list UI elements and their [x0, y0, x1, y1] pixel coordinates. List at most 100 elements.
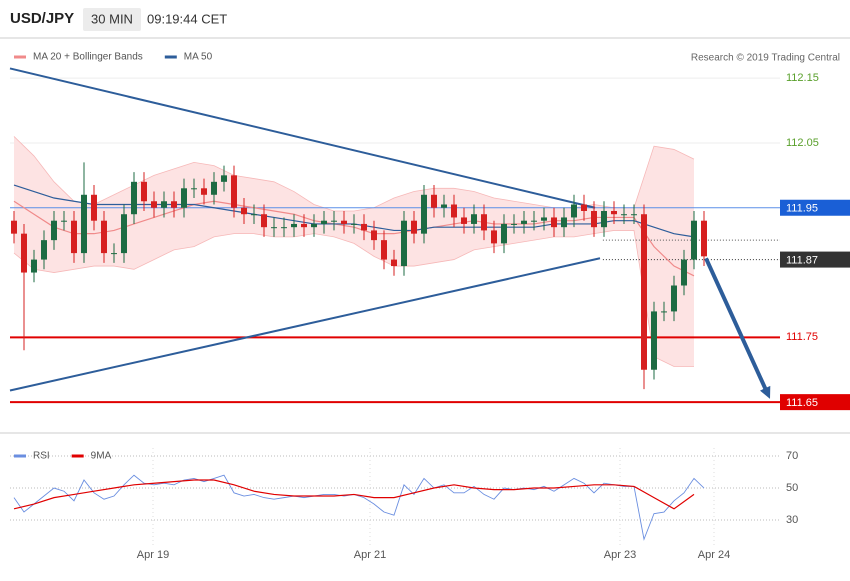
candle-body	[551, 217, 557, 228]
candle-body	[271, 227, 277, 229]
price-level-label: 111.87	[786, 254, 818, 266]
y-tick-label: 112.05	[786, 137, 819, 149]
indicator-line	[13, 474, 705, 541]
candle-body	[121, 214, 127, 254]
x-tick-label: Apr 24	[698, 549, 730, 561]
candle-body	[31, 259, 37, 273]
candle-body	[371, 230, 377, 241]
candle-body	[311, 223, 317, 228]
bollinger-upper	[13, 136, 695, 212]
interval: 30 MIN	[91, 11, 133, 26]
candle-body	[231, 175, 237, 208]
candle-body	[141, 181, 147, 202]
candle-body	[621, 214, 627, 216]
candle-body	[631, 214, 637, 216]
candle-body	[661, 311, 667, 313]
legend-label: 9MA	[91, 451, 112, 462]
candle-body	[101, 220, 107, 254]
candle-body	[41, 240, 47, 260]
candle-body	[91, 194, 97, 221]
candle-body	[171, 201, 177, 208]
candle-body	[241, 207, 247, 215]
trendline	[9, 67, 596, 209]
price-level-label: 111.95	[786, 203, 818, 215]
price-level-box	[780, 199, 850, 216]
candle-body	[11, 220, 17, 234]
candle-body	[291, 223, 297, 228]
symbol: USD/JPY	[10, 10, 74, 27]
forecast-arrowhead	[760, 385, 771, 399]
candle-body	[481, 214, 487, 231]
candle-body	[351, 223, 357, 225]
interval-box	[83, 8, 141, 31]
candle-body	[391, 259, 397, 267]
candle-body	[461, 217, 467, 224]
candle-body	[81, 194, 87, 254]
candle-body	[431, 194, 437, 208]
candle-body	[451, 204, 457, 218]
price-level-label: 111.75	[786, 331, 818, 343]
candle-body	[301, 223, 307, 228]
bollinger-lower	[13, 230, 694, 367]
candle-body	[51, 220, 57, 241]
candle-body	[541, 217, 547, 221]
candle-body	[491, 230, 497, 244]
candle-body	[161, 201, 167, 208]
candle-body	[671, 285, 677, 312]
candle-body	[181, 188, 187, 208]
credit: Research © 2019 Trading Central	[691, 53, 840, 64]
y-tick-label: 70	[786, 450, 798, 462]
candle-body	[381, 240, 387, 260]
candle-body	[361, 223, 367, 231]
x-tick-label: Apr 19	[137, 549, 169, 561]
candle-body	[401, 220, 407, 267]
candle-body	[411, 220, 417, 234]
y-tick-label: 50	[786, 482, 798, 494]
price-level-box	[780, 251, 850, 268]
candle-body	[601, 210, 607, 228]
candle-body	[111, 253, 117, 255]
candle-body	[261, 214, 267, 228]
candle-body	[441, 204, 447, 208]
price-level-label: 111.65	[786, 397, 818, 409]
candle-body	[641, 214, 647, 370]
y-tick-label: 112.15	[786, 72, 819, 84]
candle-body	[681, 259, 687, 286]
candle-body	[211, 181, 217, 195]
candle-body	[201, 188, 207, 195]
candle-body	[251, 214, 257, 216]
candle-body	[581, 204, 587, 211]
candle-body	[591, 210, 597, 228]
candle-body	[701, 220, 707, 257]
candle-body	[191, 188, 197, 190]
legend-label: RSI	[33, 451, 50, 462]
x-tick-label: Apr 21	[354, 549, 386, 561]
candle-body	[521, 220, 527, 224]
candle-body	[71, 220, 77, 254]
legend-label: MA 50	[184, 52, 213, 63]
candle-body	[151, 201, 157, 208]
candle-body	[341, 220, 347, 224]
candle-body	[511, 223, 517, 225]
candle-body	[691, 220, 697, 260]
candle-body	[561, 217, 567, 228]
trendline	[9, 257, 601, 392]
candle-body	[421, 194, 427, 234]
indicator-line	[13, 479, 695, 510]
x-tick-label: Apr 23	[604, 549, 636, 561]
candle-body	[221, 175, 227, 182]
candle-body	[131, 181, 137, 215]
candle-body	[21, 233, 27, 273]
candle-body	[281, 227, 287, 229]
candle-body	[471, 214, 477, 224]
candle-body	[611, 210, 617, 215]
candle-body	[571, 204, 577, 218]
time: 09:19:44 CET	[147, 11, 227, 26]
candle-body	[531, 220, 537, 222]
forecast-arrow	[704, 257, 769, 393]
candle-body	[651, 311, 657, 370]
price-level-box	[780, 394, 850, 411]
